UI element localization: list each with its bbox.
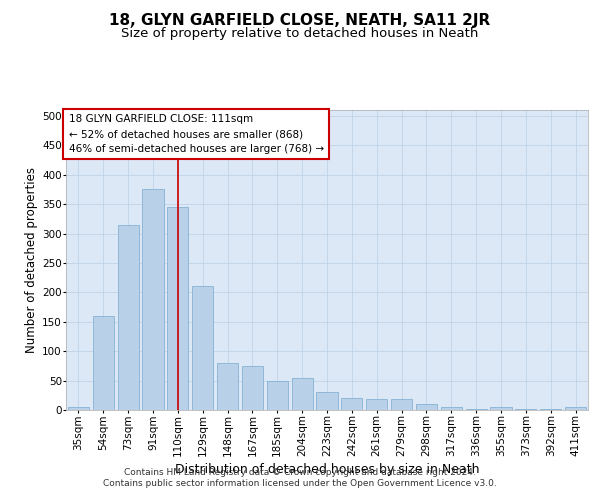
- Bar: [292, 378, 313, 410]
- Bar: [565, 407, 586, 410]
- Bar: [441, 407, 462, 410]
- X-axis label: Distribution of detached houses by size in Neath: Distribution of detached houses by size …: [175, 463, 479, 476]
- Text: 18 GLYN GARFIELD CLOSE: 111sqm
← 52% of detached houses are smaller (868)
46% of: 18 GLYN GARFIELD CLOSE: 111sqm ← 52% of …: [68, 114, 324, 154]
- Y-axis label: Number of detached properties: Number of detached properties: [25, 167, 38, 353]
- Text: Size of property relative to detached houses in Neath: Size of property relative to detached ho…: [121, 28, 479, 40]
- Bar: [366, 400, 387, 410]
- Text: Contains HM Land Registry data © Crown copyright and database right 2024.
Contai: Contains HM Land Registry data © Crown c…: [103, 468, 497, 487]
- Bar: [192, 286, 213, 410]
- Bar: [167, 207, 188, 410]
- Text: 18, GLYN GARFIELD CLOSE, NEATH, SA11 2JR: 18, GLYN GARFIELD CLOSE, NEATH, SA11 2JR: [109, 12, 491, 28]
- Bar: [391, 400, 412, 410]
- Bar: [490, 407, 512, 410]
- Bar: [93, 316, 114, 410]
- Bar: [142, 190, 164, 410]
- Bar: [316, 392, 338, 410]
- Bar: [242, 366, 263, 410]
- Bar: [217, 363, 238, 410]
- Bar: [416, 404, 437, 410]
- Bar: [267, 380, 288, 410]
- Bar: [68, 407, 89, 410]
- Bar: [341, 398, 362, 410]
- Bar: [118, 224, 139, 410]
